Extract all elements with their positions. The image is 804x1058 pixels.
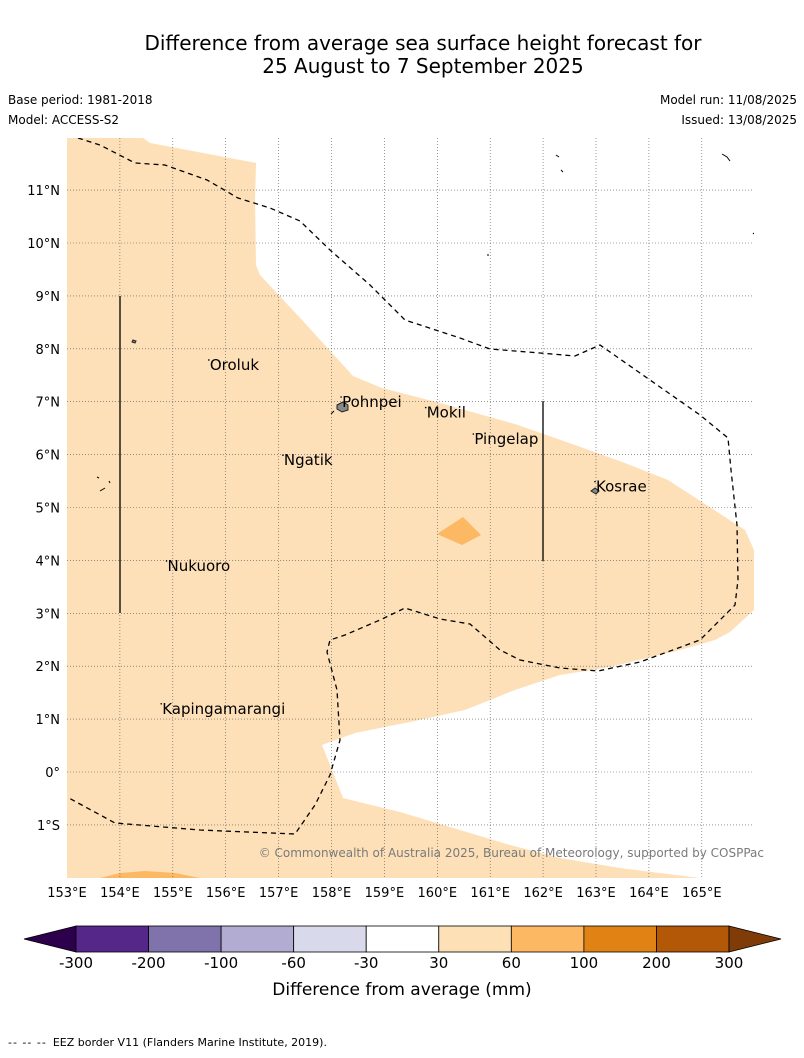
place-marker bbox=[594, 480, 596, 483]
lat-tick-label: 11°N bbox=[27, 184, 60, 199]
eez-dash-sample: -- -- -- bbox=[8, 1036, 47, 1049]
colorbar-labels: -300 -200 -100 -60 -30 30 60 100 200 300 bbox=[59, 954, 743, 972]
place-marker bbox=[208, 359, 210, 361]
latitude-labels: 11°N 10°N 9°N 8°N 7°N 6°N 5°N 4°N 3°N 2°N 1°N 0° 1°S bbox=[27, 184, 60, 834]
copyright-text: © Commonwealth of Australia 2025, Bureau… bbox=[259, 846, 764, 860]
lon-tick-label: 162°E bbox=[523, 886, 563, 901]
colorbar-segment bbox=[293, 925, 367, 953]
map-area bbox=[67, 138, 754, 878]
colorbar-tick-label: -200 bbox=[132, 954, 166, 972]
kosrae-island bbox=[590, 487, 600, 495]
lat-tick-label: 5°N bbox=[36, 502, 61, 517]
colorbar bbox=[23, 925, 782, 953]
place-label: Nukuoro bbox=[168, 557, 231, 575]
place-label: Kapingamarangi bbox=[162, 700, 285, 718]
colorbar-over-arrow bbox=[728, 925, 782, 953]
colorbar-tick-label: 200 bbox=[642, 954, 671, 972]
colorbar-segment bbox=[438, 925, 512, 953]
colorbar-tick-label: 100 bbox=[570, 954, 599, 972]
legend-title: Difference from average (mm) bbox=[272, 980, 531, 1000]
place-label: Kosrae bbox=[596, 478, 647, 496]
lon-tick-label: 159°E bbox=[365, 886, 405, 901]
place-marker bbox=[340, 396, 342, 398]
place-marker bbox=[424, 406, 427, 409]
colorbar-tick-label: -100 bbox=[204, 954, 238, 972]
place-marker bbox=[282, 454, 284, 456]
place-label: Mokil bbox=[427, 404, 466, 422]
colorbar-segment bbox=[365, 925, 440, 953]
lat-tick-label: 8°N bbox=[36, 343, 61, 358]
chart-title: Difference from average sea surface heig… bbox=[0, 32, 804, 78]
lat-tick-label: 2°N bbox=[36, 660, 61, 675]
title-line-1: Difference from average sea surface heig… bbox=[144, 31, 702, 55]
lat-tick-label: 6°N bbox=[36, 449, 61, 464]
title-line-2: 25 August to 7 September 2025 bbox=[262, 54, 584, 78]
atoll-markers bbox=[96, 153, 754, 492]
anomaly-patch-60-100-south bbox=[100, 871, 200, 878]
colorbar-tick-label: -60 bbox=[281, 954, 306, 972]
lon-tick-label: 160°E bbox=[418, 886, 458, 901]
eez-border bbox=[67, 138, 739, 835]
lat-tick-label: 1°N bbox=[36, 713, 61, 728]
lon-tick-label: 158°E bbox=[312, 886, 352, 901]
place-marker bbox=[165, 560, 168, 562]
place-labels: Oroluk Pohnpei Mokil Pingelap Ngatik Kosrae Nu… bbox=[160, 356, 647, 718]
colorbar-under-arrow bbox=[23, 925, 77, 953]
lon-tick-label: 155°E bbox=[153, 886, 193, 901]
base-period: Base period: 1981-2018 bbox=[8, 93, 153, 107]
lat-tick-label: 3°N bbox=[36, 607, 61, 622]
lon-tick-label: 164°E bbox=[629, 886, 669, 901]
lon-tick-label: 163°E bbox=[576, 886, 616, 901]
footnote-text: EEZ border V11 (Flanders Marine Institut… bbox=[52, 1036, 327, 1049]
lat-tick-label: 7°N bbox=[36, 396, 61, 411]
footnote: -- -- -- EEZ border V11 (Flanders Marine … bbox=[8, 1036, 327, 1049]
colorbar-segment bbox=[220, 925, 295, 953]
place-marker bbox=[472, 433, 475, 435]
lat-tick-label: 10°N bbox=[27, 237, 60, 252]
grid-lines bbox=[67, 138, 754, 878]
lat-tick-label: 9°N bbox=[36, 290, 61, 305]
issued-date: Issued: 13/08/2025 bbox=[681, 113, 797, 127]
lon-tick-label: 165°E bbox=[682, 886, 722, 901]
lon-tick-label: 161°E bbox=[470, 886, 510, 901]
colorbar-tick-label: 60 bbox=[502, 954, 521, 972]
colorbar-segment bbox=[583, 925, 657, 953]
model-name: Model: ACCESS-S2 bbox=[8, 113, 120, 127]
colorbar-segment bbox=[510, 925, 585, 953]
longitude-labels: 153°E 154°E 155°E 156°E 157°E 158°E 159°E 160°E… bbox=[47, 886, 721, 901]
small-island bbox=[131, 339, 137, 344]
anomaly-region-30-60 bbox=[67, 138, 754, 878]
place-marker bbox=[160, 703, 163, 705]
lon-tick-label: 153°E bbox=[47, 886, 87, 901]
colorbar-tick-label: -30 bbox=[354, 954, 379, 972]
place-label: Oroluk bbox=[210, 356, 259, 374]
place-label: Pingelap bbox=[474, 430, 538, 448]
lat-tick-label: 4°N bbox=[36, 554, 61, 569]
colorbar-tick-label: -300 bbox=[59, 954, 93, 972]
colorbar-segment bbox=[656, 925, 730, 953]
place-label: Pohnpei bbox=[342, 393, 402, 411]
colorbar-tick-label: 300 bbox=[715, 954, 744, 972]
colorbar-tick-label: 30 bbox=[429, 954, 448, 972]
lat-tick-label: 0° bbox=[45, 766, 60, 781]
place-label: Ngatik bbox=[284, 451, 333, 469]
lon-tick-label: 154°E bbox=[100, 886, 140, 901]
colorbar-segment bbox=[75, 925, 149, 953]
lon-tick-label: 156°E bbox=[206, 886, 246, 901]
lon-tick-label: 157°E bbox=[259, 886, 299, 901]
lat-tick-label: 1°S bbox=[37, 819, 60, 834]
colorbar-segment bbox=[148, 925, 222, 953]
model-run: Model run: 11/08/2025 bbox=[659, 93, 797, 107]
anomaly-patch-60-100 bbox=[437, 517, 481, 545]
